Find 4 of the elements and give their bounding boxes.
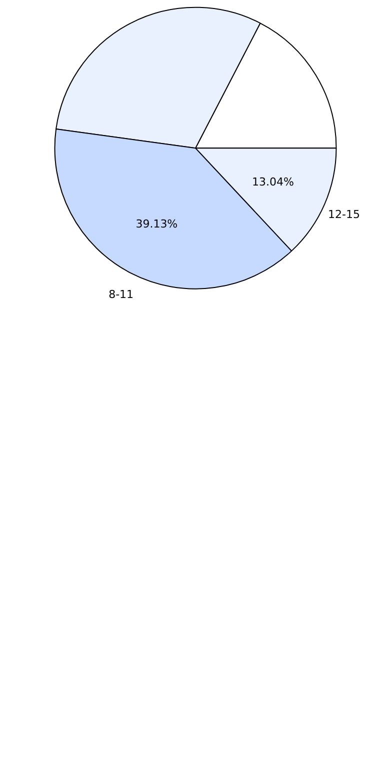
slice-label: 12-15 xyxy=(328,208,360,221)
data-label: 13.04% xyxy=(252,176,294,189)
slice-label: 8-11 xyxy=(108,288,134,302)
data-label: 39.13% xyxy=(136,218,178,231)
